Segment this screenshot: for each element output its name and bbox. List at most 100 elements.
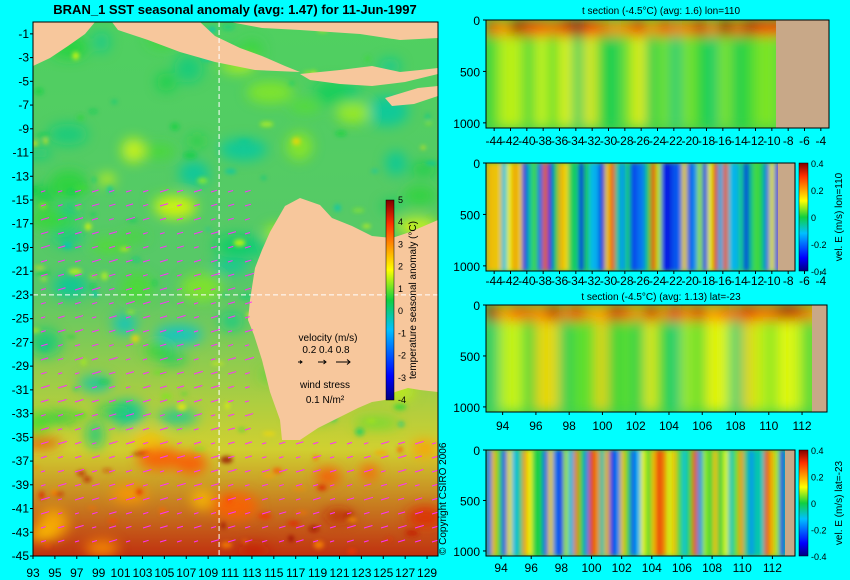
map-x-tick-label: 123 — [351, 566, 371, 580]
map-colorbar-tick: 0 — [398, 306, 403, 316]
panel-colorbar-tick: -0.2 — [811, 240, 827, 250]
panel-x-tick-label: -24 — [649, 134, 667, 148]
panel-colorbar-tick: -0.4 — [811, 552, 827, 562]
panel-x-tick-label: 94 — [494, 561, 508, 575]
panel-y-tick-label: 0 — [473, 444, 480, 458]
map-x-tick-label: 121 — [329, 566, 349, 580]
panel-x-tick-label: -40 — [518, 134, 536, 148]
panel-x-tick-label: 96 — [529, 419, 543, 433]
panel-y-tick-label: 500 — [460, 65, 480, 79]
section-panel-3: t section (-4.5°C) (avg: 1.13) lat=-23 0 5… — [453, 292, 829, 433]
panel-x-tick-label: -4 — [815, 134, 826, 148]
map-colorbar-tick: -1 — [398, 328, 406, 338]
panel-x-tick-label: -34 — [567, 134, 585, 148]
panel-x-tick-label: 104 — [659, 419, 679, 433]
panel-x-tick-label: -10 — [763, 274, 781, 288]
map-y-tick-label: -39 — [12, 478, 30, 492]
panel-x-tick-label: -32 — [583, 134, 601, 148]
panel-x-tick-label: -36 — [551, 274, 569, 288]
panel-x-tick-label: -22 — [665, 134, 683, 148]
map-x-tick-label: 111 — [221, 566, 240, 580]
panel-x-tick-label: -14 — [730, 134, 748, 148]
panel-x-tick-label: 104 — [642, 561, 662, 575]
panel-x-tick-label: 102 — [626, 419, 646, 433]
panel-x-tick-label: -6 — [799, 134, 810, 148]
map-y-tick-label: -43 — [12, 525, 30, 539]
map-y-tick-label: -45 — [12, 549, 30, 563]
map-y-tick-label: -17 — [12, 217, 30, 231]
panel-title: t section (-4.5°C) (avg: 1.13) lat=-23 — [581, 292, 741, 303]
map-y-tick-label: -29 — [12, 359, 30, 373]
panel-x-tick-label: -16 — [714, 274, 732, 288]
panel-y-tick-label: 500 — [460, 208, 480, 222]
map-colorbar-tick: 4 — [398, 217, 403, 227]
panel-land — [812, 305, 827, 412]
panel-x-tick-label: 94 — [496, 419, 510, 433]
main-title: BRAN_1 SST seasonal anomaly (avg: 1.47) … — [53, 2, 416, 17]
panel-y-tick-label: 1000 — [453, 117, 480, 131]
map-x-tick-label: 125 — [373, 566, 393, 580]
panel-x-tick-label: -20 — [681, 134, 699, 148]
panel-x-tick-label: 108 — [702, 561, 722, 575]
velocity-legend-title: velocity (m/s) — [299, 333, 358, 344]
panel-x-tick-label: -30 — [600, 274, 618, 288]
panel-x-tick-label: -42 — [502, 134, 520, 148]
map-plot: 93 95 97 99 101 103 105 107 109 111 113 115 117 119 12… — [12, 22, 444, 580]
map-y-tick-label: -13 — [12, 169, 30, 183]
map-x-tick-label: 117 — [286, 566, 305, 580]
map-y-tick-label: -11 — [13, 146, 30, 160]
panel-y-tick-label: 0 — [473, 157, 480, 171]
panel-x-tick-label: -14 — [730, 274, 748, 288]
panel-x-tick-label: -24 — [649, 274, 667, 288]
map-x-tick-label: 113 — [242, 566, 261, 580]
panel-x-tick-label: -18 — [698, 274, 716, 288]
map-y-tick-label: -33 — [12, 407, 30, 421]
panel-y-tick-label: 500 — [460, 494, 480, 508]
map-y-tick-label: -23 — [12, 288, 30, 302]
panel-x-tick-label: 110 — [759, 419, 778, 433]
map-x-tick-label: 99 — [92, 566, 106, 580]
panel-x-tick-label: -26 — [632, 134, 650, 148]
panel-x-tick-label: -12 — [747, 134, 765, 148]
panel-y-tick-label: 0 — [473, 14, 480, 28]
panel-x-tick-label: -38 — [534, 134, 552, 148]
panel-title: t section (-4.5°C) (avg: 1.6) lon=110 — [582, 6, 740, 17]
panel-colorbar-tick: 0.2 — [811, 473, 824, 483]
panel-x-tick-label: -38 — [534, 274, 552, 288]
panel-x-tick-label: -8 — [783, 134, 794, 148]
panel-colorbar-tick: 0.4 — [811, 159, 824, 169]
panel-x-tick-label: -8 — [783, 274, 794, 288]
panel-x-tick-label: -12 — [747, 274, 765, 288]
panel-x-tick-label: -6 — [799, 274, 810, 288]
map-colorbar-tick: -4 — [398, 395, 406, 405]
panel-y-tick-label: 1000 — [453, 401, 480, 415]
panel-x-tick-label: -42 — [502, 274, 520, 288]
map-y-tick-label: -25 — [12, 312, 30, 326]
panel-colorbar — [799, 450, 808, 556]
map-colorbar-tick: -3 — [398, 373, 406, 383]
map-y-tick-label: -9 — [18, 122, 29, 136]
copyright: © Copyright CSIRO 2006 — [438, 442, 449, 555]
panel-colorbar-tick: 0 — [811, 213, 816, 223]
panel-x-tick-label: -44 — [485, 274, 503, 288]
panel-x-tick-label: -28 — [616, 274, 634, 288]
velocity-legend-values: 0.2 0.4 0.8 — [302, 345, 350, 356]
panel-y-tick-label: 0 — [473, 299, 480, 313]
panel-x-tick-label: 96 — [525, 561, 539, 575]
panel-colorbar-tick: 0.2 — [811, 186, 824, 196]
map-x-tick-label: 119 — [308, 566, 327, 580]
wind-legend-title: wind stress — [299, 380, 350, 391]
panel-land — [776, 20, 829, 128]
section-panel-2: 05001000-44-42-40-38-36-34-32-30-28-26-2… — [453, 157, 845, 288]
panel-x-tick-label: -30 — [600, 134, 618, 148]
panel-x-tick-label: 108 — [725, 419, 745, 433]
panel-land — [778, 163, 795, 271]
panel-x-tick-label: -18 — [698, 134, 716, 148]
map-x-tick-label: 127 — [395, 566, 415, 580]
map-colorbar-tick: -2 — [398, 351, 406, 361]
panel-x-tick-label: -28 — [616, 134, 634, 148]
map-y-tick-label: -15 — [12, 193, 30, 207]
map-colorbar-tick: 1 — [398, 284, 403, 294]
map-y-tick-label: -7 — [18, 98, 29, 112]
figure: BRAN_1 SST seasonal anomaly (avg: 1.47) … — [0, 0, 850, 580]
